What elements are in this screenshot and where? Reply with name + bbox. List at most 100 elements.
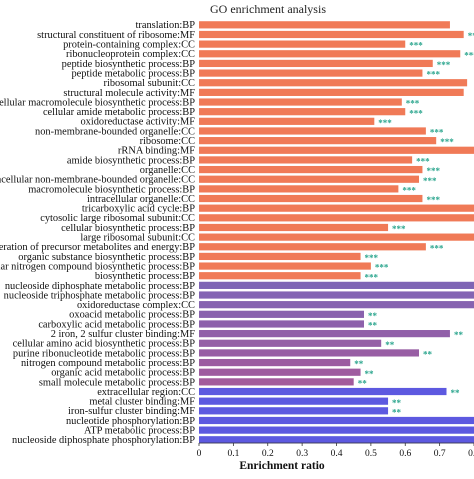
x-axis-title: Enrichment ratio bbox=[239, 460, 325, 472]
category-label: nucleoside diphosphate metabolic process… bbox=[5, 281, 195, 292]
category-label: 2 iron, 2 sulfur cluster binding:MF bbox=[51, 329, 196, 340]
significance-stars: ** bbox=[392, 407, 402, 417]
significance-stars: ** bbox=[385, 340, 395, 350]
bar bbox=[199, 262, 371, 270]
category-label: organelle:CC bbox=[140, 165, 195, 176]
bar bbox=[199, 416, 474, 425]
bar bbox=[199, 69, 423, 77]
category-label: macromolecule biosynthetic process:BP bbox=[28, 184, 195, 195]
bar bbox=[199, 378, 354, 386]
bar bbox=[199, 339, 382, 347]
category-label: ribosomal subunit:CC bbox=[103, 78, 195, 89]
significance-stars: ** bbox=[365, 369, 375, 379]
significance-stars: ** bbox=[368, 321, 378, 331]
x-tick-label: 0.3 bbox=[296, 449, 308, 459]
bar bbox=[199, 387, 447, 396]
significance-stars: *** bbox=[426, 166, 440, 176]
bar bbox=[199, 88, 464, 96]
bar bbox=[199, 358, 351, 367]
significance-stars: ** bbox=[423, 350, 433, 360]
x-tick-label: 0.2 bbox=[262, 449, 274, 459]
bar bbox=[199, 185, 399, 193]
category-label: tricarboxylic acid cycle:BP bbox=[82, 204, 195, 215]
significance-stars: *** bbox=[430, 128, 444, 138]
x-tick-label: 0.8 bbox=[468, 449, 474, 459]
category-label: structural molecule activity:MF bbox=[63, 88, 195, 99]
significance-stars: *** bbox=[437, 60, 451, 70]
bar bbox=[199, 127, 426, 135]
bar bbox=[199, 426, 474, 434]
significance-stars: *** bbox=[464, 50, 474, 60]
category-label: intracellular organelle:CC bbox=[87, 194, 195, 205]
significance-stars: *** bbox=[426, 70, 440, 80]
significance-stars: *** bbox=[440, 137, 454, 147]
category-label: amide biosynthetic process:BP bbox=[67, 155, 195, 166]
bar bbox=[199, 21, 450, 29]
category-label: peptide biosynthetic process:BP bbox=[62, 59, 196, 70]
significance-stars: ** bbox=[354, 359, 364, 369]
significance-layer: * ***** **********************************… bbox=[354, 31, 474, 417]
category-label: organic acid metabolic process:BP bbox=[51, 368, 195, 379]
category-label: rRNA binding:MF bbox=[118, 146, 195, 157]
bar bbox=[199, 223, 389, 232]
category-label: cellular macromolecule biosynthetic proc… bbox=[0, 97, 195, 108]
bar bbox=[199, 407, 389, 415]
category-label: intracellular non-membrane-bounded organ… bbox=[0, 175, 195, 186]
category-label: oxoacid metabolic process:BP bbox=[69, 310, 195, 321]
bar bbox=[199, 397, 389, 405]
category-label: nucleoside diphosphate phosphorylation:B… bbox=[12, 435, 195, 446]
x-tick-label: 0 bbox=[197, 449, 202, 459]
significance-stars: *** bbox=[378, 118, 392, 128]
significance-stars: *** bbox=[426, 195, 440, 205]
category-label: nucleotide phosphorylation:BP bbox=[66, 416, 195, 427]
chart-title: GO enrichment analysis bbox=[210, 2, 326, 16]
bar bbox=[199, 214, 474, 222]
x-tick-label: 0.5 bbox=[365, 449, 377, 459]
bar bbox=[199, 243, 426, 251]
x-tick-label: 0.4 bbox=[331, 449, 343, 459]
bar bbox=[199, 59, 433, 68]
bar bbox=[199, 349, 419, 357]
bar bbox=[199, 320, 364, 328]
category-label: cellular amino acid biosynthetic process… bbox=[13, 339, 196, 350]
significance-stars: ** bbox=[392, 398, 402, 408]
category-label: cellular biosynthetic process:BP bbox=[61, 223, 195, 234]
category-label: nucleoside triphosphate metabolic proces… bbox=[4, 290, 196, 301]
bar bbox=[199, 117, 375, 125]
category-label: non-membrane-bounded organelle:CC bbox=[35, 126, 195, 137]
category-label: oxidoreductase complex:CC bbox=[77, 300, 195, 311]
significance-stars: *** bbox=[375, 263, 389, 273]
significance-stars: *** bbox=[430, 243, 444, 253]
bar bbox=[199, 156, 413, 164]
significance-stars: *** bbox=[468, 31, 474, 41]
bar bbox=[199, 291, 474, 299]
significance-stars: ** bbox=[454, 330, 464, 340]
category-label: peptide metabolic process:BP bbox=[71, 68, 195, 79]
significance-stars: *** bbox=[392, 224, 406, 234]
significance-stars: ** bbox=[368, 311, 378, 321]
x-tick-label: 0.6 bbox=[399, 449, 411, 459]
bar bbox=[199, 310, 364, 318]
bar bbox=[199, 436, 474, 444]
significance-stars: *** bbox=[416, 157, 430, 167]
significance-stars: *** bbox=[406, 99, 420, 109]
category-label: oxidoreductase activity:MF bbox=[80, 117, 195, 128]
bar bbox=[199, 165, 423, 174]
category-label: purine ribonucleotide metabolic process:… bbox=[13, 348, 195, 359]
bar bbox=[199, 79, 468, 87]
bar bbox=[199, 146, 474, 154]
category-label: protein-containing complex:CC bbox=[63, 40, 195, 51]
significance-stars: *** bbox=[402, 185, 416, 195]
bar bbox=[199, 368, 361, 376]
category-label: iron-sulfur cluster binding:MF bbox=[68, 406, 195, 417]
bar bbox=[199, 233, 474, 241]
bar bbox=[199, 252, 361, 261]
significance-stars: *** bbox=[365, 253, 379, 263]
category-label: cellular nitrogen compound biosynthetic … bbox=[0, 261, 195, 272]
bar bbox=[199, 40, 406, 48]
bars-layer bbox=[199, 21, 474, 444]
significance-stars: *** bbox=[409, 41, 423, 51]
